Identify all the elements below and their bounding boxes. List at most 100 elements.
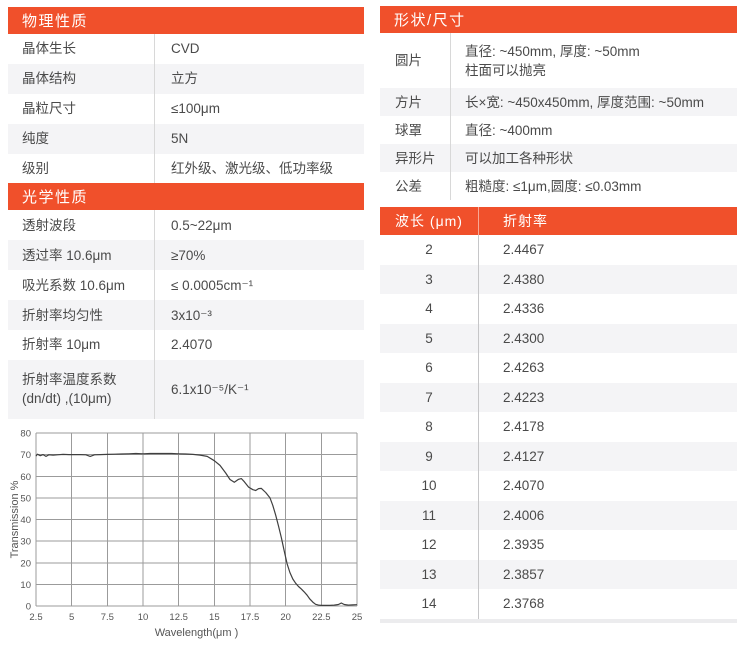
- row-label: 方片: [380, 88, 451, 116]
- row-label: 圆片: [380, 33, 451, 88]
- refractive-index-cell: 2.4223: [503, 389, 545, 405]
- row-value: 3x10⁻³: [171, 307, 212, 323]
- wavelength-cell: 12: [380, 530, 479, 560]
- table-row: 晶体生长 CVD: [8, 34, 364, 64]
- y-tick-label: 70: [20, 450, 31, 461]
- row-value: 长×宽: ~450x450mm, 厚度范围: ~50mm: [465, 94, 704, 110]
- row-value: ≤ 0.0005cm⁻¹: [171, 277, 254, 293]
- shape-size-title: 形状/尺寸: [394, 12, 466, 29]
- wavelength-cell: 7: [380, 382, 479, 412]
- row-value: 立方: [171, 71, 198, 87]
- y-axis-label: Transmission %: [9, 480, 21, 558]
- wavelength-cell: 13: [380, 559, 479, 589]
- row-label: 纯度: [8, 123, 155, 154]
- y-tick-label: 50: [20, 493, 31, 504]
- row-label: 级别: [8, 153, 155, 184]
- left-column: 物理性质 晶体生长 CVD 晶体结构 立方 晶粒尺寸 ≤100μm 纯度 5N 级别 红外级、激光…: [8, 7, 364, 651]
- refractive-index-cell: 2.4127: [503, 448, 545, 464]
- table-row: 折射率温度系数 (dn/dt) ,(10μm) 6.1x10⁻⁵/K⁻¹: [8, 359, 364, 419]
- wavelength-cell: 5: [380, 323, 479, 353]
- row-label: 晶体生长: [8, 34, 155, 64]
- y-tick-label: 10: [20, 580, 31, 591]
- refractive-index-column-header: 折射率: [503, 213, 548, 229]
- row-label: 异形片: [380, 144, 451, 172]
- wavelength-cell: 4: [380, 294, 479, 324]
- table-row: 9 2.4127: [380, 441, 737, 471]
- x-tick-label: 5: [69, 612, 74, 623]
- row-value: 0.5~22μm: [171, 217, 232, 233]
- wavelength-cell: 14: [380, 589, 479, 619]
- row-value: 6.1x10⁻⁵/K⁻¹: [171, 381, 249, 397]
- row-value: ≥70%: [171, 247, 206, 263]
- row-value: 5N: [171, 131, 189, 147]
- table-row: 10 2.4070: [380, 471, 737, 501]
- x-tick-label: 2.5: [29, 612, 42, 623]
- refractive-index-cell: 2.4006: [503, 507, 545, 523]
- table-row: 吸光系数 10.6μm ≤ 0.0005cm⁻¹: [8, 270, 364, 301]
- row-value: 直径: ~400mm: [465, 122, 553, 138]
- wavelength-cell: 3: [380, 264, 479, 294]
- y-tick-label: 80: [20, 428, 31, 439]
- refractive-index-cell: 2.4467: [503, 242, 545, 258]
- x-axis-label: Wavelength(μm ): [155, 627, 239, 639]
- row-value: 粗糙度: ≤1μm,圆度: ≤0.03mm: [465, 178, 642, 194]
- transmission-curve: [35, 452, 358, 606]
- wavelength-cell: 8: [380, 412, 479, 442]
- table-row: 方片 长×宽: ~450x450mm, 厚度范围: ~50mm: [380, 88, 737, 116]
- refractive-index-cell: 2.4300: [503, 330, 545, 346]
- table-row: 透射波段 0.5~22μm: [8, 210, 364, 241]
- wavelength-cell: 11: [380, 500, 479, 530]
- table-row: 14 2.3768: [380, 589, 737, 619]
- refractive-index-cell: 2.3857: [503, 566, 545, 582]
- table-row: 11 2.4006: [380, 500, 737, 530]
- table-row: 球罩 直径: ~400mm: [380, 116, 737, 144]
- x-tick-label: 17.5: [241, 612, 260, 623]
- table-bottom-strip: [380, 618, 737, 623]
- transmission-chart: 2.5 5 7.5 10 12.5 15 17.5 20 22.5 25 0 10 20 30 40 50 60…: [8, 427, 364, 651]
- row-value: 红外级、激光级、低功率级: [171, 161, 333, 176]
- table-row: 2 2.4467: [380, 235, 737, 265]
- table-row: 公差 粗糙度: ≤1μm,圆度: ≤0.03mm: [380, 172, 737, 200]
- table-row: 折射率 10μm 2.4070: [8, 330, 364, 360]
- physical-properties-header: 物理性质: [8, 7, 364, 34]
- refractive-index-cell: 2.4178: [503, 419, 545, 435]
- row-label: 吸光系数 10.6μm: [8, 270, 155, 301]
- wavelength-cell: 9: [380, 441, 479, 471]
- row-label: 晶体结构: [8, 63, 155, 94]
- wavelength-cell: 6: [380, 353, 479, 383]
- x-tick-label: 15: [209, 612, 220, 623]
- y-tick-label: 20: [20, 558, 31, 569]
- wavelength-column-header: 波长 (μm): [380, 207, 479, 235]
- row-value: CVD: [171, 41, 200, 57]
- x-tick-label: 20: [280, 612, 291, 623]
- row-label: 折射率温度系数 (dn/dt) ,(10μm): [8, 359, 155, 419]
- row-value: ≤100μm: [171, 101, 220, 117]
- refractive-index-table: 波长 (μm) 折射率 2 2.4467 3 2.4380 4 2.4336 5 2.4300…: [380, 207, 737, 623]
- table-row: 7 2.4223: [380, 382, 737, 412]
- table-row: 级别 红外级、激光级、低功率级: [8, 153, 364, 184]
- table-row: 纯度 5N: [8, 123, 364, 154]
- y-tick-label: 60: [20, 472, 31, 483]
- table-row: 5 2.4300: [380, 323, 737, 353]
- row-value: 直径: ~450mm, 厚度: ~50mm 柱面可以抛亮: [465, 43, 640, 78]
- wavelength-cell: 2: [380, 235, 479, 265]
- table-row: 4 2.4336: [380, 294, 737, 324]
- y-tick-label: 40: [20, 515, 31, 526]
- wavelength-cell: 10: [380, 471, 479, 501]
- table-row: 异形片 可以加工各种形状: [380, 144, 737, 172]
- table-row: 6 2.4263: [380, 353, 737, 383]
- table-row: 透过率 10.6μm ≥70%: [8, 240, 364, 271]
- refractive-index-cell: 2.3935: [503, 537, 545, 553]
- y-tick-label: 0: [26, 601, 31, 612]
- x-tick-label: 12.5: [169, 612, 188, 623]
- refractive-index-cell: 2.4070: [503, 478, 545, 494]
- y-tick-label: 30: [20, 537, 31, 548]
- row-label: 晶粒尺寸: [8, 93, 155, 124]
- row-label: 透过率 10.6μm: [8, 240, 155, 271]
- table-row: 晶体结构 立方: [8, 63, 364, 94]
- table-row: 12 2.3935: [380, 530, 737, 560]
- x-tick-label: 7.5: [101, 612, 114, 623]
- row-label: 折射率 10μm: [8, 330, 155, 360]
- table-row: 8 2.4178: [380, 412, 737, 442]
